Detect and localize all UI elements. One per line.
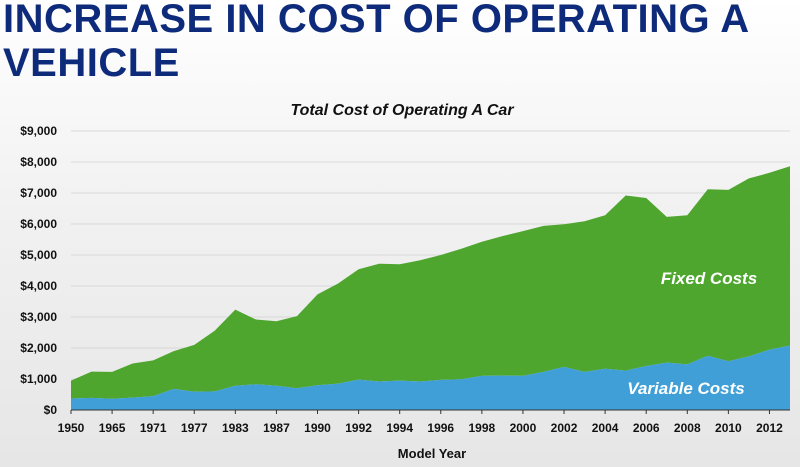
x-axis-title: Model Year [398,446,466,461]
x-axis-ticks: 1950 1965 1971 1977 1983 1987 1990 1992 1994 1996… [58,410,783,435]
y-tick-label: $5,000 [20,248,57,262]
x-tick-label: 1977 [181,421,208,435]
x-tick-label: 1994 [386,421,413,435]
variable-costs-area [71,345,790,410]
slide-title: INCREASE IN COST OF OPERATING A VEHICLE [3,0,749,85]
x-tick-label: 1950 [58,421,85,435]
y-tick-label: $4,000 [20,279,57,293]
x-tick-label: 2004 [592,421,619,435]
y-tick-label: $7,000 [20,186,57,200]
y-tick-label: $6,000 [20,217,57,231]
series-label-fixed-costs: Fixed Costs [661,269,757,288]
x-tick-label: 2000 [510,421,537,435]
x-tick-label: 1987 [263,421,290,435]
x-tick-label: 2012 [756,421,783,435]
x-tick-label: 1996 [427,421,454,435]
x-tick-label: 1983 [222,421,249,435]
x-tick-label: 1965 [99,421,126,435]
chart-title: Total Cost of Operating A Car [290,102,514,119]
y-axis-ticks: $0 $1,000 $2,000 $3,000 $4,000 $5,000 $6,000 $7… [20,124,57,417]
y-tick-label: $0 [44,403,58,417]
y-tick-label: $2,000 [20,341,57,355]
x-tick-label: 2002 [551,421,578,435]
x-tick-label: 2006 [633,421,660,435]
x-tick-label: 1998 [469,421,496,435]
x-tick-label: 1971 [140,421,167,435]
y-tick-label: $8,000 [20,155,57,169]
x-tick-label: 2010 [715,421,742,435]
fixed-costs-area [71,166,790,399]
y-tick-label: $3,000 [20,310,57,324]
x-tick-label: 1990 [304,421,331,435]
series-label-variable-costs: Variable Costs [627,379,744,398]
x-tick-label: 2008 [674,421,701,435]
y-tick-label: $1,000 [20,372,57,386]
y-tick-label: $9,000 [20,124,57,138]
x-tick-label: 1992 [345,421,372,435]
stacked-areas [71,166,790,410]
